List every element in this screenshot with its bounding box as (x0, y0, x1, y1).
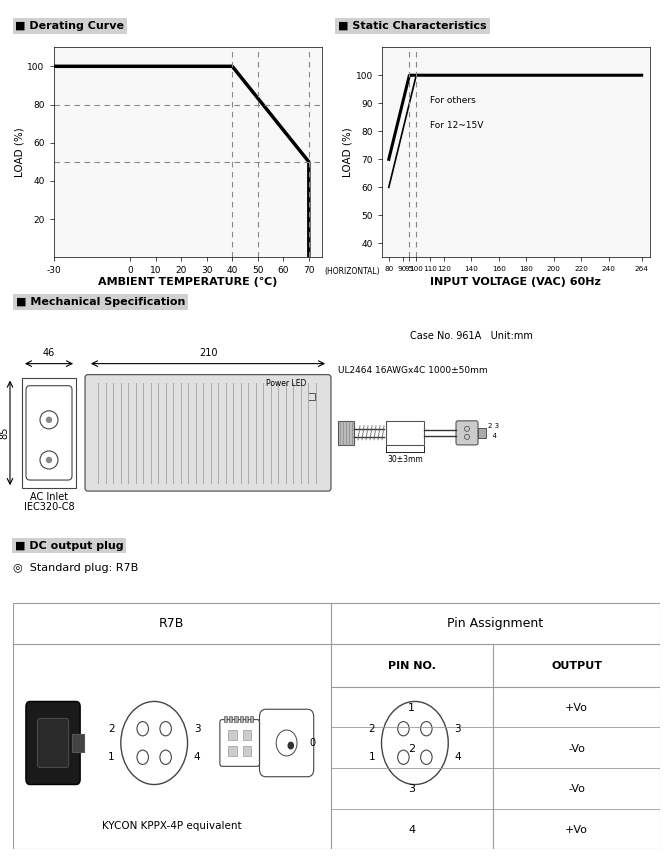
Text: 4: 4 (408, 825, 415, 835)
Bar (308, 393, 315, 400)
Text: 1: 1 (408, 703, 415, 713)
Text: 3: 3 (194, 723, 200, 734)
Text: OUTPUT: OUTPUT (551, 662, 602, 672)
Text: UL2464 16AWGx4C 1000±50mm: UL2464 16AWGx4C 1000±50mm (338, 366, 488, 375)
Bar (243, 746, 251, 756)
Text: -Vo: -Vo (568, 744, 585, 753)
Bar (240, 716, 243, 722)
Text: 2 3: 2 3 (488, 423, 499, 429)
Text: ■ DC output plug: ■ DC output plug (15, 541, 124, 551)
FancyBboxPatch shape (456, 420, 478, 445)
Text: AMBIENT TEMPERATURE (℃): AMBIENT TEMPERATURE (℃) (98, 277, 277, 287)
Bar (229, 716, 232, 722)
Text: 4: 4 (194, 752, 200, 762)
Text: KYCON KPPX-4P equivalent: KYCON KPPX-4P equivalent (102, 821, 242, 831)
Bar (245, 716, 248, 722)
Text: 4: 4 (488, 433, 497, 439)
Bar (386, 420, 424, 445)
Text: Case No. 961A   Unit:mm: Case No. 961A Unit:mm (410, 330, 533, 341)
Text: IEC320-C8: IEC320-C8 (23, 502, 74, 512)
Text: 30±3mm: 30±3mm (387, 455, 423, 464)
Text: ◎  Standard plug: R7B: ◎ Standard plug: R7B (13, 564, 139, 573)
Bar (72, 734, 84, 752)
Text: 4: 4 (454, 752, 461, 762)
Text: ■ Mechanical Specification: ■ Mechanical Specification (16, 297, 186, 307)
Text: Power LED: Power LED (265, 378, 306, 388)
Text: R7B: R7B (159, 617, 185, 630)
Circle shape (288, 742, 293, 749)
Text: 46: 46 (43, 347, 55, 358)
Bar (234, 716, 238, 722)
Y-axis label: LOAD (%): LOAD (%) (15, 128, 25, 177)
Bar (224, 716, 227, 722)
Bar (243, 730, 251, 740)
Bar (338, 420, 354, 445)
Text: Pin Assignment: Pin Assignment (447, 617, 543, 630)
Text: 3: 3 (408, 784, 415, 794)
Text: For 12~15V: For 12~15V (430, 122, 483, 130)
Text: 2: 2 (108, 723, 115, 734)
Circle shape (46, 457, 52, 462)
Text: 0: 0 (310, 738, 316, 748)
Bar (22, 378, 76, 488)
Text: PIN NO.: PIN NO. (388, 662, 436, 672)
Circle shape (46, 417, 52, 422)
Text: AC Inlet: AC Inlet (30, 492, 68, 502)
Text: INPUT VOLTAGE (VAC) 60Hz: INPUT VOLTAGE (VAC) 60Hz (430, 277, 602, 287)
Y-axis label: LOAD (%): LOAD (%) (343, 128, 353, 177)
FancyBboxPatch shape (38, 718, 68, 768)
Bar (250, 716, 253, 722)
FancyBboxPatch shape (85, 375, 331, 491)
Text: -Vo: -Vo (568, 784, 585, 794)
Bar (478, 428, 486, 438)
Text: 2: 2 (369, 723, 375, 734)
Text: ■ Static Characteristics: ■ Static Characteristics (338, 21, 487, 31)
Text: 210: 210 (199, 347, 217, 358)
Text: +Vo: +Vo (565, 825, 588, 835)
Text: 3: 3 (454, 723, 461, 734)
Text: 2: 2 (408, 744, 415, 753)
Text: ■ Derating Curve: ■ Derating Curve (15, 21, 125, 31)
Bar (228, 730, 237, 740)
Text: 1: 1 (108, 752, 115, 762)
Bar (228, 746, 237, 756)
Text: (HORIZONTAL): (HORIZONTAL) (324, 267, 380, 276)
Text: 1: 1 (369, 752, 375, 762)
FancyBboxPatch shape (26, 702, 80, 784)
Text: +Vo: +Vo (565, 703, 588, 713)
Text: 85: 85 (0, 426, 9, 439)
Text: For others: For others (430, 96, 476, 106)
